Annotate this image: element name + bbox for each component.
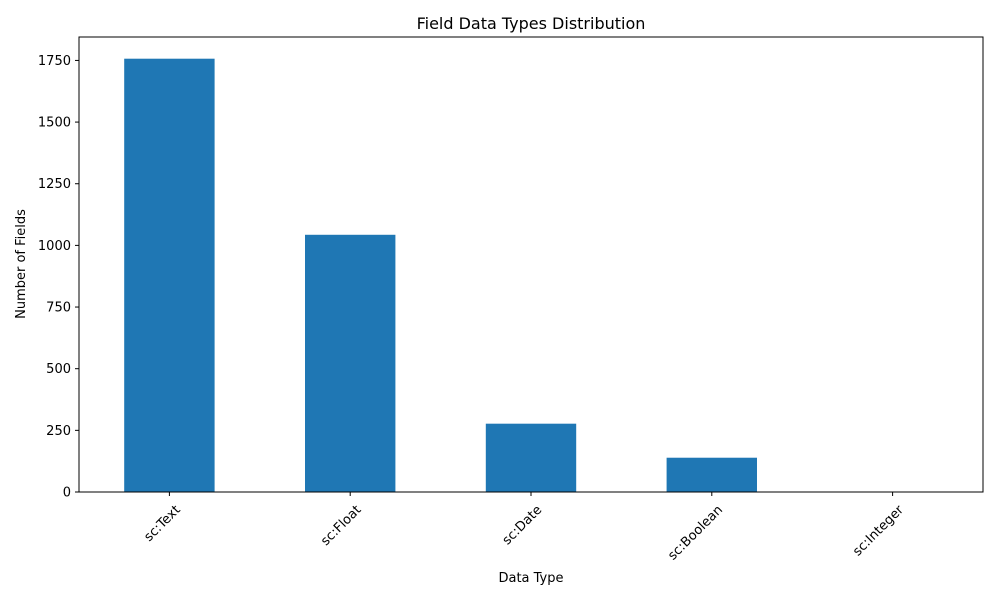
bar-sc-text bbox=[124, 58, 215, 492]
y-axis-label: Number of Fields bbox=[14, 209, 29, 319]
y-tick-label: 1750 bbox=[38, 54, 71, 69]
bar-sc-boolean bbox=[666, 457, 757, 492]
y-axis: 0 250 500 750 1000 1250 1500 1750 bbox=[38, 54, 79, 501]
y-tick-label: 0 bbox=[63, 486, 71, 501]
chart-title: Field Data Types Distribution bbox=[417, 14, 646, 33]
bar-sc-date bbox=[485, 423, 577, 492]
x-tick-label: sc:Float bbox=[318, 503, 364, 549]
bars-group bbox=[124, 58, 938, 492]
x-tick-label: sc:Boolean bbox=[665, 503, 726, 564]
y-tick-label: 250 bbox=[46, 424, 71, 439]
plot-frame bbox=[78, 36, 984, 493]
y-tick-label: 1250 bbox=[38, 177, 71, 192]
y-tick-label: 1500 bbox=[38, 116, 71, 131]
x-axis-label: Data Type bbox=[498, 571, 563, 586]
y-tick-label: 500 bbox=[46, 362, 71, 377]
bar-sc-float bbox=[305, 234, 396, 492]
x-axis: sc:Text sc:Float sc:Date sc:Boolean sc:Integ… bbox=[142, 492, 907, 564]
x-tick-label: sc:Text bbox=[142, 503, 184, 545]
x-tick-label: sc:Integer bbox=[850, 502, 907, 559]
y-tick-label: 1000 bbox=[38, 239, 71, 254]
y-tick-label: 750 bbox=[46, 301, 71, 316]
x-tick-label: sc:Date bbox=[500, 503, 546, 549]
